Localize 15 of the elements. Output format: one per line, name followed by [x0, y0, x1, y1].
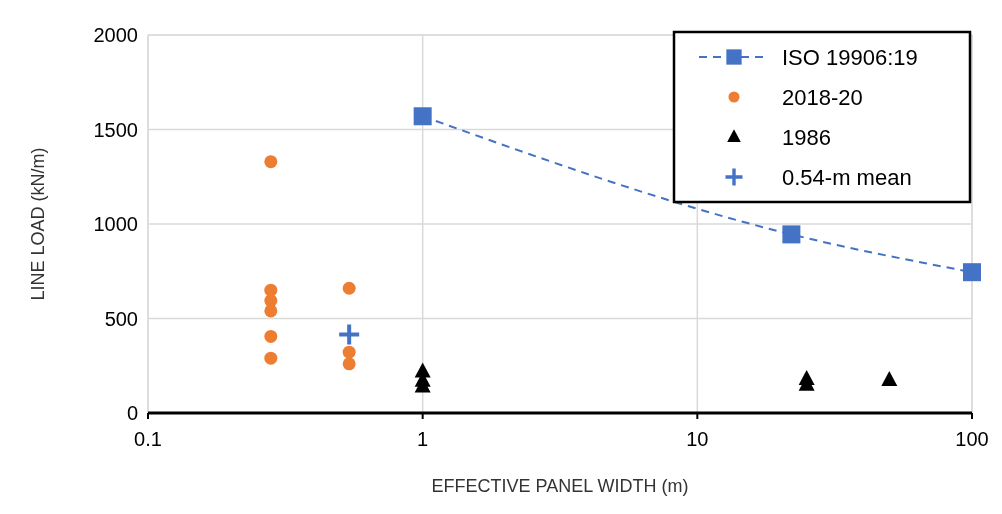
y-tick-label: 0 [126, 402, 138, 424]
x-tick-label: 10 [686, 428, 709, 450]
x-tick-label: 1 [417, 428, 429, 450]
y-tick-label: 2000 [93, 24, 138, 46]
legend-label: 2018-20 [782, 85, 863, 110]
y-tick-label: 1000 [93, 213, 138, 235]
x-tick-label: 0.1 [134, 428, 162, 450]
y-axis-title: LINE LOAD (kN/m) [28, 147, 48, 301]
y-tick-label: 500 [104, 307, 138, 330]
x-axis-title: EFFECTIVE PANEL WIDTH (m) [431, 476, 689, 496]
x-tick-label: 100 [955, 428, 989, 450]
legend-label: ISO 19906:19 [782, 45, 918, 70]
legend-label: 1986 [782, 125, 831, 150]
legend-label: 0.54-m mean [782, 165, 912, 190]
y-tick-label: 1500 [93, 118, 138, 141]
